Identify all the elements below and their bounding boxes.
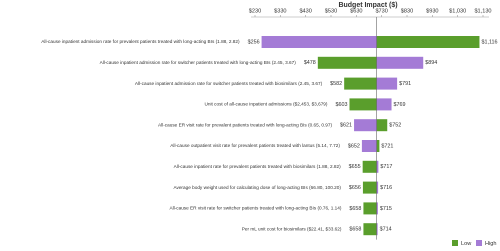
category-label: Unit cost of all-cause inpatient admissi… xyxy=(204,102,327,107)
bar xyxy=(344,77,377,90)
value-label: $752 xyxy=(389,123,401,129)
value-label: $656 xyxy=(349,185,361,191)
bar xyxy=(376,181,379,194)
category-label: All-cause ER visit rate for switcher pat… xyxy=(169,206,341,211)
x-tick-label: $530 xyxy=(325,8,337,14)
bar xyxy=(361,140,377,152)
bar xyxy=(261,36,377,48)
x-tick-label: $1,030 xyxy=(449,8,466,14)
category-label: Per mL unit cost for biosimilars ($22.41… xyxy=(242,226,342,231)
bar xyxy=(376,160,379,173)
x-tick-label: $630 xyxy=(350,8,362,14)
value-label: $894 xyxy=(425,60,437,66)
value-label: $478 xyxy=(304,60,316,66)
bar xyxy=(363,223,377,236)
chart-title: Budget Impact ($) xyxy=(338,2,397,9)
value-label: $621 xyxy=(340,123,352,129)
value-label: $603 xyxy=(335,102,347,108)
legend-swatch xyxy=(476,240,482,246)
category-label: Average body weight used for calculating… xyxy=(173,185,341,190)
value-label: $658 xyxy=(349,227,361,233)
bar xyxy=(363,202,377,215)
value-label: $721 xyxy=(381,143,393,149)
legend-label: High xyxy=(485,241,497,247)
bar xyxy=(376,202,378,215)
bar xyxy=(376,56,424,69)
category-label: All-cause ER visit rate for prevalent pa… xyxy=(158,122,332,127)
value-label: $769 xyxy=(394,102,406,108)
value-label: $791 xyxy=(399,81,411,87)
category-label: All-cause inpatient admission rate for s… xyxy=(100,60,297,65)
x-tick-label: $1,130 xyxy=(474,8,491,14)
value-label: $715 xyxy=(380,206,392,212)
x-tick-label: $430 xyxy=(299,8,311,14)
value-label: $256 xyxy=(248,39,260,45)
bar xyxy=(376,140,380,152)
bar xyxy=(376,119,388,132)
bar xyxy=(376,77,398,90)
value-label: $582 xyxy=(330,81,342,87)
value-label: $714 xyxy=(380,227,392,233)
bar xyxy=(376,98,392,111)
x-tick-label: $830 xyxy=(401,8,413,14)
bar xyxy=(376,36,480,48)
bar xyxy=(376,223,378,236)
category-label: All-cause inpatient admission rate for p… xyxy=(41,39,240,44)
value-label: $658 xyxy=(349,206,361,212)
bar xyxy=(317,56,377,69)
value-label: $655 xyxy=(349,164,361,170)
x-tick-label: $930 xyxy=(426,8,438,14)
bar xyxy=(354,119,377,132)
x-tick-label: $730 xyxy=(375,8,387,14)
category-label: All-cause outpatient visit rate for prev… xyxy=(170,143,340,148)
value-label: $652 xyxy=(348,143,360,149)
value-label: $716 xyxy=(380,185,392,191)
bar xyxy=(362,160,377,173)
category-label: All-cause inpatient admission rate for s… xyxy=(135,81,323,86)
x-tick-label: $230 xyxy=(249,8,261,14)
value-label: $1,116 xyxy=(481,39,497,45)
category-label: All-cause inpatient rate for prevalent p… xyxy=(174,164,341,169)
legend-label: Low xyxy=(461,241,472,247)
bar xyxy=(349,98,377,111)
bar xyxy=(362,181,377,194)
legend-swatch xyxy=(452,240,458,246)
value-label: $717 xyxy=(380,164,392,170)
x-tick-label: $330 xyxy=(274,8,286,14)
